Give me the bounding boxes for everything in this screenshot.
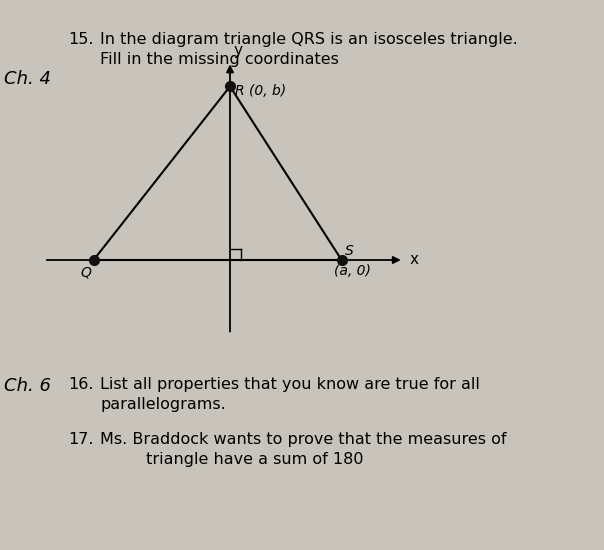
Text: (a, 0): (a, 0) — [333, 264, 370, 278]
Text: Ch. 6: Ch. 6 — [4, 377, 51, 395]
Text: 15.: 15. — [68, 32, 94, 47]
Text: S: S — [345, 244, 353, 258]
Text: Q: Q — [81, 266, 92, 280]
Text: 17.: 17. — [68, 432, 94, 447]
Text: 16.: 16. — [68, 377, 94, 392]
Text: x: x — [410, 252, 419, 267]
Text: parallelograms.: parallelograms. — [100, 397, 226, 412]
Text: R (0, b): R (0, b) — [235, 84, 286, 98]
Text: Ch. 4: Ch. 4 — [4, 70, 51, 88]
Text: y: y — [234, 42, 243, 58]
Text: List all properties that you know are true for all: List all properties that you know are tr… — [100, 377, 480, 392]
Text: Ms. Braddock wants to prove that the measures of: Ms. Braddock wants to prove that the mea… — [100, 432, 507, 447]
Text: In the diagram triangle QRS is an isosceles triangle.: In the diagram triangle QRS is an isosce… — [100, 32, 518, 47]
Text: Fill in the missing coordinates: Fill in the missing coordinates — [100, 52, 339, 67]
Text: triangle have a sum of 180: triangle have a sum of 180 — [100, 452, 364, 467]
